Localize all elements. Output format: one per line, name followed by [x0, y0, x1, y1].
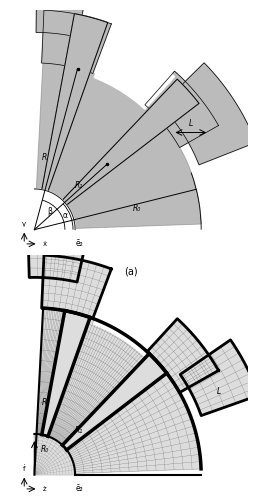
Polygon shape — [34, 189, 75, 230]
Polygon shape — [147, 318, 219, 392]
Polygon shape — [34, 189, 75, 230]
Text: (a): (a) — [124, 266, 138, 276]
Text: R: R — [42, 398, 47, 407]
Polygon shape — [43, 79, 199, 222]
Polygon shape — [94, 282, 174, 356]
Polygon shape — [36, 63, 65, 190]
Text: R₀: R₀ — [133, 204, 141, 212]
Polygon shape — [34, 434, 75, 474]
Polygon shape — [28, 230, 87, 282]
Text: ḟ: ḟ — [23, 464, 25, 471]
Polygon shape — [37, 14, 108, 218]
Text: α: α — [62, 212, 67, 220]
Text: ṿ: ṿ — [22, 220, 26, 226]
Text: ẋ: ẋ — [42, 241, 47, 247]
Text: R₁: R₁ — [74, 180, 83, 190]
Text: R₁: R₁ — [74, 426, 83, 434]
Text: R₀: R₀ — [41, 446, 49, 454]
Polygon shape — [180, 340, 259, 415]
Text: ē₂: ē₂ — [75, 239, 83, 248]
Text: L: L — [217, 388, 221, 396]
Text: ż: ż — [42, 486, 46, 492]
Polygon shape — [36, 308, 201, 473]
Polygon shape — [94, 36, 174, 109]
Text: β: β — [47, 207, 52, 216]
Polygon shape — [37, 14, 108, 218]
Text: R: R — [42, 153, 47, 162]
Polygon shape — [42, 255, 111, 318]
Polygon shape — [36, 0, 87, 37]
Polygon shape — [145, 71, 219, 148]
Text: ē₂: ē₂ — [75, 484, 83, 493]
Polygon shape — [161, 63, 256, 165]
Polygon shape — [42, 10, 111, 74]
Polygon shape — [67, 128, 201, 228]
Text: L: L — [189, 120, 193, 128]
Polygon shape — [48, 72, 149, 200]
Polygon shape — [43, 79, 199, 222]
